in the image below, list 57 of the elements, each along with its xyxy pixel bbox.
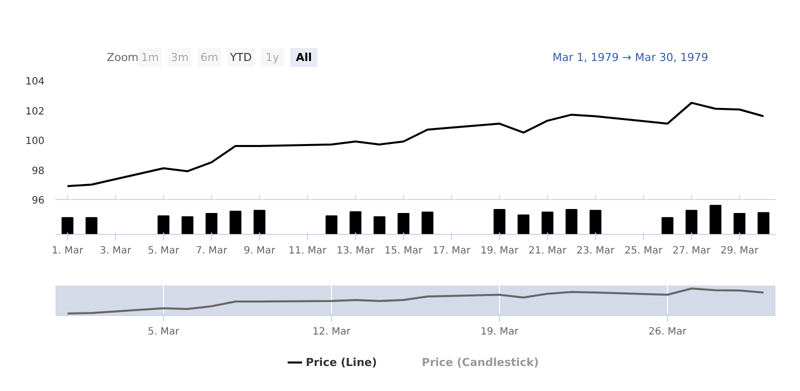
bar <box>566 208 578 234</box>
bar <box>326 215 338 234</box>
x-tick-label: 11. Mar <box>288 246 328 256</box>
text: 1m <box>141 51 159 64</box>
x-tick-label: 3. Mar <box>100 246 132 256</box>
y-tick-label: 98 <box>32 166 45 177</box>
text: 1y <box>266 51 280 64</box>
bar <box>86 217 98 234</box>
x-tick-label: 15. Mar <box>384 246 424 256</box>
text: Price (Candlestick) <box>422 356 539 369</box>
bar <box>590 210 602 234</box>
text: Mar 1, 1979 → Mar 30, 1979 <box>552 51 708 64</box>
x-tick-label: 21. Mar <box>528 246 568 256</box>
bar <box>422 212 434 234</box>
x-tick-label: 25. Mar <box>624 246 664 256</box>
x-tick-label: 27. Mar <box>672 246 712 256</box>
legend-label: Price (Line) <box>306 356 377 369</box>
y-tick-label: 96 <box>32 196 45 206</box>
bar <box>62 217 74 234</box>
y-tick-label: 102 <box>25 106 45 118</box>
x-tick-label: 23. Mar <box>576 246 616 256</box>
x-tick-label: 19. Mar <box>480 246 520 256</box>
text: Zoom <box>106 51 139 64</box>
x-tick-label: 12. Mar <box>312 326 352 338</box>
y-tick-label: 104 <box>25 76 45 88</box>
bar <box>686 210 698 234</box>
line-series <box>66 102 764 188</box>
x-tick-label: 26. Mar <box>648 326 688 338</box>
bar <box>542 212 554 234</box>
x-tick-label: 5. Mar <box>148 326 180 338</box>
bar <box>710 204 722 234</box>
bar <box>230 210 242 234</box>
x-tick-label: 1. Mar <box>52 246 84 256</box>
bar <box>734 213 746 234</box>
x-tick-label: 19. Mar <box>480 326 520 338</box>
bar <box>374 216 386 234</box>
x-tick-label: 17. Mar <box>432 246 472 256</box>
x-tick-label: 13. Mar <box>336 246 376 256</box>
bar <box>182 216 194 234</box>
bar <box>758 212 770 234</box>
text: 6m <box>200 51 218 64</box>
bar <box>158 215 170 234</box>
text: YTD <box>228 51 252 64</box>
bar <box>494 208 506 234</box>
x-tick-label: 5. Mar <box>148 246 180 256</box>
text: 3m <box>170 51 189 64</box>
x-tick-label: 7. Mar <box>196 246 228 256</box>
text: All <box>296 51 312 64</box>
x-tick-label: 29. Mar <box>720 246 760 256</box>
x-tick-label: 9. Mar <box>244 246 276 256</box>
bar <box>662 217 674 234</box>
bar <box>206 213 218 234</box>
bar <box>518 214 530 234</box>
y-tick-label: 100 <box>25 136 45 147</box>
bar <box>254 210 266 234</box>
bar <box>350 211 362 234</box>
bar <box>398 213 410 234</box>
